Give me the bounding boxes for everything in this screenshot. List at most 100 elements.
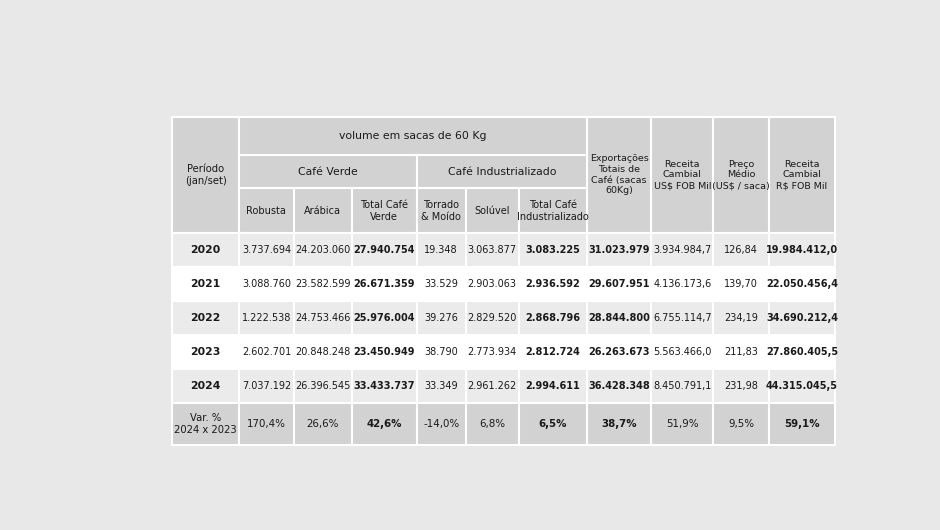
- Text: 139,70: 139,70: [724, 279, 759, 289]
- Bar: [588, 369, 651, 402]
- Text: 26.396.545: 26.396.545: [295, 381, 351, 391]
- Bar: [713, 117, 769, 233]
- Text: 26.671.359: 26.671.359: [353, 279, 415, 289]
- Bar: [465, 335, 519, 369]
- Bar: [352, 301, 417, 335]
- Bar: [417, 188, 465, 233]
- Text: 2.602.701: 2.602.701: [242, 347, 291, 357]
- Bar: [651, 233, 713, 267]
- Text: Receita
Cambial
R$ FOB Mil: Receita Cambial R$ FOB Mil: [776, 160, 827, 190]
- Bar: [352, 402, 417, 445]
- Bar: [769, 402, 835, 445]
- Text: 34.690.212,4: 34.690.212,4: [766, 313, 838, 323]
- Bar: [417, 402, 465, 445]
- Text: 24.203.060: 24.203.060: [295, 245, 351, 255]
- Text: 36.428.348: 36.428.348: [588, 381, 650, 391]
- Bar: [651, 117, 713, 233]
- Text: 6,8%: 6,8%: [479, 419, 506, 429]
- Text: 2.812.724: 2.812.724: [525, 347, 581, 357]
- Bar: [465, 402, 519, 445]
- Text: 59,1%: 59,1%: [784, 419, 820, 429]
- Bar: [519, 301, 588, 335]
- Bar: [239, 267, 294, 301]
- Text: 4.136.173,6: 4.136.173,6: [653, 279, 712, 289]
- Text: Robusta: Robusta: [246, 206, 287, 216]
- Bar: [417, 233, 465, 267]
- Bar: [172, 117, 239, 233]
- Text: Torrado
& Moído: Torrado & Moído: [421, 200, 462, 222]
- Bar: [769, 369, 835, 402]
- Text: 234,19: 234,19: [724, 313, 759, 323]
- Text: 38,7%: 38,7%: [602, 419, 637, 429]
- Bar: [417, 335, 465, 369]
- Text: 3.083.225: 3.083.225: [525, 245, 581, 255]
- Bar: [352, 233, 417, 267]
- Bar: [465, 233, 519, 267]
- Bar: [588, 267, 651, 301]
- Bar: [769, 335, 835, 369]
- Bar: [172, 301, 239, 335]
- Bar: [713, 267, 769, 301]
- Bar: [172, 402, 239, 445]
- Text: Receita
Cambial
US$ FOB Mil: Receita Cambial US$ FOB Mil: [653, 160, 711, 190]
- Text: 2021: 2021: [191, 279, 221, 289]
- Bar: [294, 267, 352, 301]
- Text: 5.563.466,0: 5.563.466,0: [653, 347, 712, 357]
- Bar: [294, 369, 352, 402]
- Text: Preço
Médio
(US$ / saca): Preço Médio (US$ / saca): [713, 160, 770, 190]
- Bar: [172, 335, 239, 369]
- Text: 3.737.694: 3.737.694: [242, 245, 291, 255]
- Bar: [239, 117, 588, 155]
- Text: 19.984.412,0: 19.984.412,0: [766, 245, 838, 255]
- Bar: [588, 301, 651, 335]
- Bar: [519, 369, 588, 402]
- Bar: [713, 402, 769, 445]
- Bar: [713, 233, 769, 267]
- Bar: [352, 335, 417, 369]
- Text: 26,6%: 26,6%: [306, 419, 339, 429]
- Bar: [352, 267, 417, 301]
- Text: 27.940.754: 27.940.754: [353, 245, 415, 255]
- Bar: [417, 155, 588, 188]
- Text: Arábica: Arábica: [305, 206, 341, 216]
- Bar: [239, 369, 294, 402]
- Text: 28.844.800: 28.844.800: [588, 313, 650, 323]
- Text: Solúvel: Solúvel: [475, 206, 510, 216]
- Bar: [519, 233, 588, 267]
- Text: 126,84: 126,84: [724, 245, 759, 255]
- Text: 211,83: 211,83: [724, 347, 759, 357]
- Text: 31.023.979: 31.023.979: [588, 245, 650, 255]
- Bar: [713, 335, 769, 369]
- Bar: [294, 188, 352, 233]
- Text: 7.037.192: 7.037.192: [242, 381, 291, 391]
- Bar: [713, 301, 769, 335]
- Text: 2020: 2020: [191, 245, 221, 255]
- Bar: [352, 188, 417, 233]
- Text: 44.315.045,5: 44.315.045,5: [766, 381, 838, 391]
- Bar: [519, 335, 588, 369]
- Text: 3.934.984,7: 3.934.984,7: [653, 245, 712, 255]
- Text: volume em sacas de 60 Kg: volume em sacas de 60 Kg: [339, 131, 487, 141]
- Text: 20.848.248: 20.848.248: [295, 347, 351, 357]
- Text: 2022: 2022: [191, 313, 221, 323]
- Text: 170,4%: 170,4%: [247, 419, 286, 429]
- Text: 6.755.114,7: 6.755.114,7: [653, 313, 712, 323]
- Text: 9,5%: 9,5%: [728, 419, 754, 429]
- Text: Café Verde: Café Verde: [298, 167, 358, 177]
- Text: Café Industrializado: Café Industrializado: [447, 167, 556, 177]
- Text: 231,98: 231,98: [724, 381, 759, 391]
- Text: 24.753.466: 24.753.466: [295, 313, 351, 323]
- Bar: [239, 233, 294, 267]
- Text: 25.976.004: 25.976.004: [353, 313, 415, 323]
- Text: 6,5%: 6,5%: [539, 419, 567, 429]
- Text: 22.050.456,4: 22.050.456,4: [766, 279, 838, 289]
- Bar: [769, 233, 835, 267]
- Text: 2.936.592: 2.936.592: [525, 279, 580, 289]
- Bar: [519, 188, 588, 233]
- Bar: [588, 117, 651, 233]
- Bar: [294, 301, 352, 335]
- Text: 19.348: 19.348: [425, 245, 458, 255]
- Text: 2023: 2023: [191, 347, 221, 357]
- Bar: [519, 267, 588, 301]
- Text: 23.582.599: 23.582.599: [295, 279, 351, 289]
